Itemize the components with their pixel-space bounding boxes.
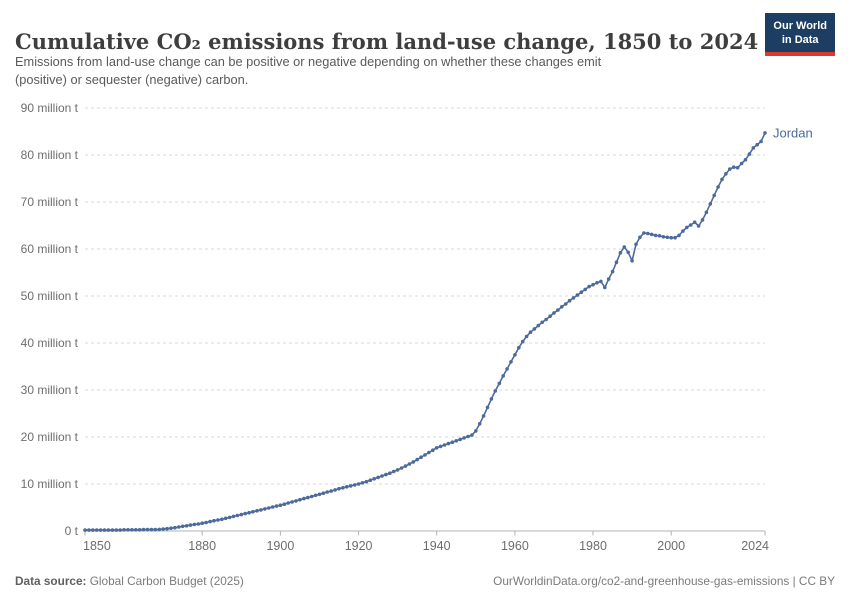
owid-logo-line2: in Data xyxy=(781,34,819,47)
line-chart-canvas[interactable]: 0 t 10 million t 20 million t 30 million t 4… xyxy=(0,98,850,563)
y-tick-label: 80 million t xyxy=(21,148,79,162)
data-source-value: Global Carbon Budget (2025) xyxy=(86,574,244,588)
y-tick-label: 10 million t xyxy=(21,477,79,491)
x-tick-label: 1880 xyxy=(188,539,216,553)
x-tick-label: 1920 xyxy=(345,539,373,553)
y-tick-label: 0 t xyxy=(65,524,79,538)
data-source-note: Data source: Global Carbon Budget (2025) xyxy=(15,574,244,588)
data-source-label: Data source: xyxy=(15,574,87,588)
owid-logo[interactable]: Our World in Data xyxy=(765,13,835,56)
y-tick-label: 20 million t xyxy=(21,430,79,444)
y-tick-label: 40 million t xyxy=(21,336,79,350)
x-tick-label: 1960 xyxy=(501,539,529,553)
chart-footer: Data source: Global Carbon Budget (2025)… xyxy=(15,574,835,588)
x-tick-label: 1940 xyxy=(423,539,451,553)
y-tick-label: 50 million t xyxy=(21,289,79,303)
chart-title: Cumulative CO₂ emissions from land-use c… xyxy=(15,29,759,55)
chart-subtitle: Emissions from land-use change can be po… xyxy=(15,53,730,89)
chart-subtitle-line1: Emissions from land-use change can be po… xyxy=(15,54,602,69)
x-tick-label: 2000 xyxy=(657,539,685,553)
x-tick-label: 2024 xyxy=(741,539,769,553)
x-tick-label: 1850 xyxy=(83,539,111,553)
x-tick-label: 1980 xyxy=(579,539,607,553)
chart-subtitle-line2: (positive) or sequester (negative) carbo… xyxy=(15,71,249,87)
y-tick-label: 90 million t xyxy=(21,101,79,115)
y-tick-label: 70 million t xyxy=(21,195,79,209)
y-tick-label: 30 million t xyxy=(21,383,79,397)
license-credit[interactable]: OurWorldinData.org/co2-and-greenhouse-ga… xyxy=(493,574,835,588)
x-axis: 1850 1880 1900 1920 1940 1960 1980 2000 2024 xyxy=(83,531,769,553)
owid-logo-line1: Our World xyxy=(773,20,827,32)
y-axis: 0 t 10 million t 20 million t 30 million t 4… xyxy=(21,101,765,538)
x-tick-label: 1900 xyxy=(266,539,294,553)
y-tick-label: 60 million t xyxy=(21,242,79,256)
series-end-label[interactable]: Jordan xyxy=(773,125,813,140)
series-jordan[interactable] xyxy=(83,131,767,532)
